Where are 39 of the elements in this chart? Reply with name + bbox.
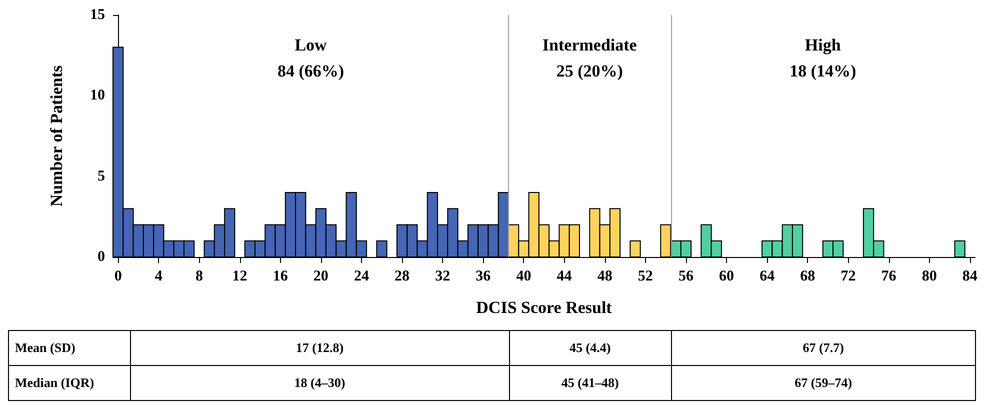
x-tick-label: 4	[154, 268, 163, 284]
y-axis-title: Number of Patients	[47, 64, 66, 207]
x-tick-label: 44	[556, 268, 572, 284]
x-tick-label: 68	[800, 268, 816, 284]
text: 45 (4.4)	[508, 330, 672, 366]
x-tick-label: 0	[114, 268, 122, 284]
annotation: High 18 (14%)	[790, 36, 856, 80]
x-tick-label: 84	[962, 268, 978, 284]
text: 67 (7.7)	[670, 330, 976, 366]
x-tick-label: 32	[435, 268, 450, 284]
y-tick-label: 15	[90, 7, 105, 23]
text: 67 (59–74)	[670, 365, 976, 401]
x-tick-label: 48	[597, 268, 612, 284]
x-axis-title: DCIS Score Result	[476, 298, 612, 317]
text: 18 (4–30)	[130, 365, 510, 401]
x-tick-label: 28	[394, 268, 410, 284]
x-tick-label: 52	[638, 268, 653, 284]
x-tick-label: 24	[354, 268, 370, 284]
text: Mean (SD)	[8, 330, 131, 366]
x-tick-label: 8	[195, 268, 203, 284]
text: Median (IQR)	[8, 365, 131, 401]
x-tick-label: 16	[272, 268, 288, 284]
x-tick-label: 72	[840, 268, 856, 284]
x-tick-label: 20	[313, 268, 328, 284]
x-tick-label: 36	[476, 268, 492, 284]
x-tick-label: 60	[719, 268, 734, 284]
y-tick-label: 5	[98, 168, 105, 184]
y-tick-label: 0	[98, 249, 105, 265]
x-tick-label: 40	[516, 268, 532, 284]
x-tick-label: 12	[232, 268, 248, 284]
y-tick-label: 10	[90, 88, 105, 104]
annotation: Intermediate 25 (20%)	[542, 36, 638, 80]
x-tick-label: 80	[922, 268, 937, 284]
text: 17 (12.8)	[130, 330, 510, 366]
text: 45 (41–48)	[508, 365, 672, 401]
x-tick-label: 64	[760, 268, 776, 284]
x-tick-label: 56	[678, 268, 694, 284]
x-tick-label: 76	[881, 268, 897, 284]
annotation: Low 84 (66%)	[277, 36, 344, 80]
